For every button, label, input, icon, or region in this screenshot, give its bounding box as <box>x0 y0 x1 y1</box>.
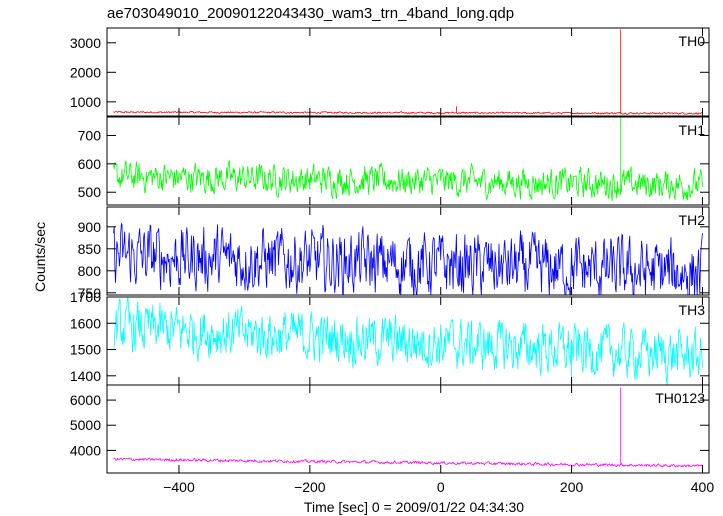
x-tick-label: 400 <box>691 479 715 495</box>
y-tick-label: 700 <box>78 127 102 143</box>
y-tick-label: 1500 <box>70 342 101 358</box>
y-tick-label: 600 <box>78 156 102 172</box>
x-axis-label: Time [sec] 0 = 2009/01/22 04:34:30 <box>304 499 524 515</box>
series-label-th0123: TH0123 <box>655 390 705 406</box>
y-tick-label: 1600 <box>70 315 101 331</box>
panel-frame <box>106 27 710 117</box>
series-line-th0123 <box>113 387 703 468</box>
series-line-th3 <box>113 297 703 385</box>
y-tick-label: 2000 <box>70 64 101 80</box>
panel-th0: 1000 2000 3000 TH0 <box>70 27 710 117</box>
x-tick-label: −200 <box>294 479 326 495</box>
y-tick-label: 900 <box>78 219 102 235</box>
panel-th3: 1400 1500 1600 1700 TH3 <box>70 289 710 386</box>
panel-th1: 500 600 700 TH1 <box>78 116 710 206</box>
panel-frame <box>106 206 710 296</box>
x-tick-label: 200 <box>560 479 584 495</box>
y-tick-label: 1400 <box>70 368 101 384</box>
series-label-th2: TH2 <box>679 212 706 228</box>
y-tick-label: 5000 <box>70 417 101 433</box>
x-tick-label: 0 <box>437 479 445 495</box>
series-line-th2 <box>113 222 703 295</box>
x-tick-label: −400 <box>163 479 195 495</box>
chart-title: ae703049010_20090122043430_wam3_trn_4ban… <box>107 5 514 22</box>
y-tick-label: 850 <box>78 241 102 257</box>
series-label-th0: TH0 <box>679 33 706 49</box>
x-axis: −400 −200 0 200 400 <box>163 479 714 495</box>
y-tick-label: 800 <box>78 263 102 279</box>
panel-frame <box>106 384 710 474</box>
panel-th0123: 4000 5000 6000 TH0123 <box>70 384 710 474</box>
y-tick-label: 500 <box>78 184 102 200</box>
panel-th2: 750 800 850 900 TH2 <box>78 206 710 301</box>
series-line-th1 <box>113 117 703 202</box>
panel-frame <box>106 296 710 386</box>
panel-frame <box>106 116 710 206</box>
y-tick-label: 6000 <box>70 392 101 408</box>
series-label-th3: TH3 <box>679 302 706 318</box>
y-tick-label: 1000 <box>70 94 101 110</box>
y-tick-label: 3000 <box>70 35 101 51</box>
y-tick-label: 4000 <box>70 442 101 458</box>
series-line-th0 <box>113 29 703 115</box>
series-label-th1: TH1 <box>679 122 706 138</box>
panels: 1000 2000 3000 TH0 500 600 700 TH1 750 800 850 900 T… <box>70 27 710 474</box>
y-axis-label: Counts/sec <box>32 222 48 292</box>
y-tick-label: 750 <box>78 285 102 301</box>
y-tick-label: 1700 <box>70 289 101 305</box>
